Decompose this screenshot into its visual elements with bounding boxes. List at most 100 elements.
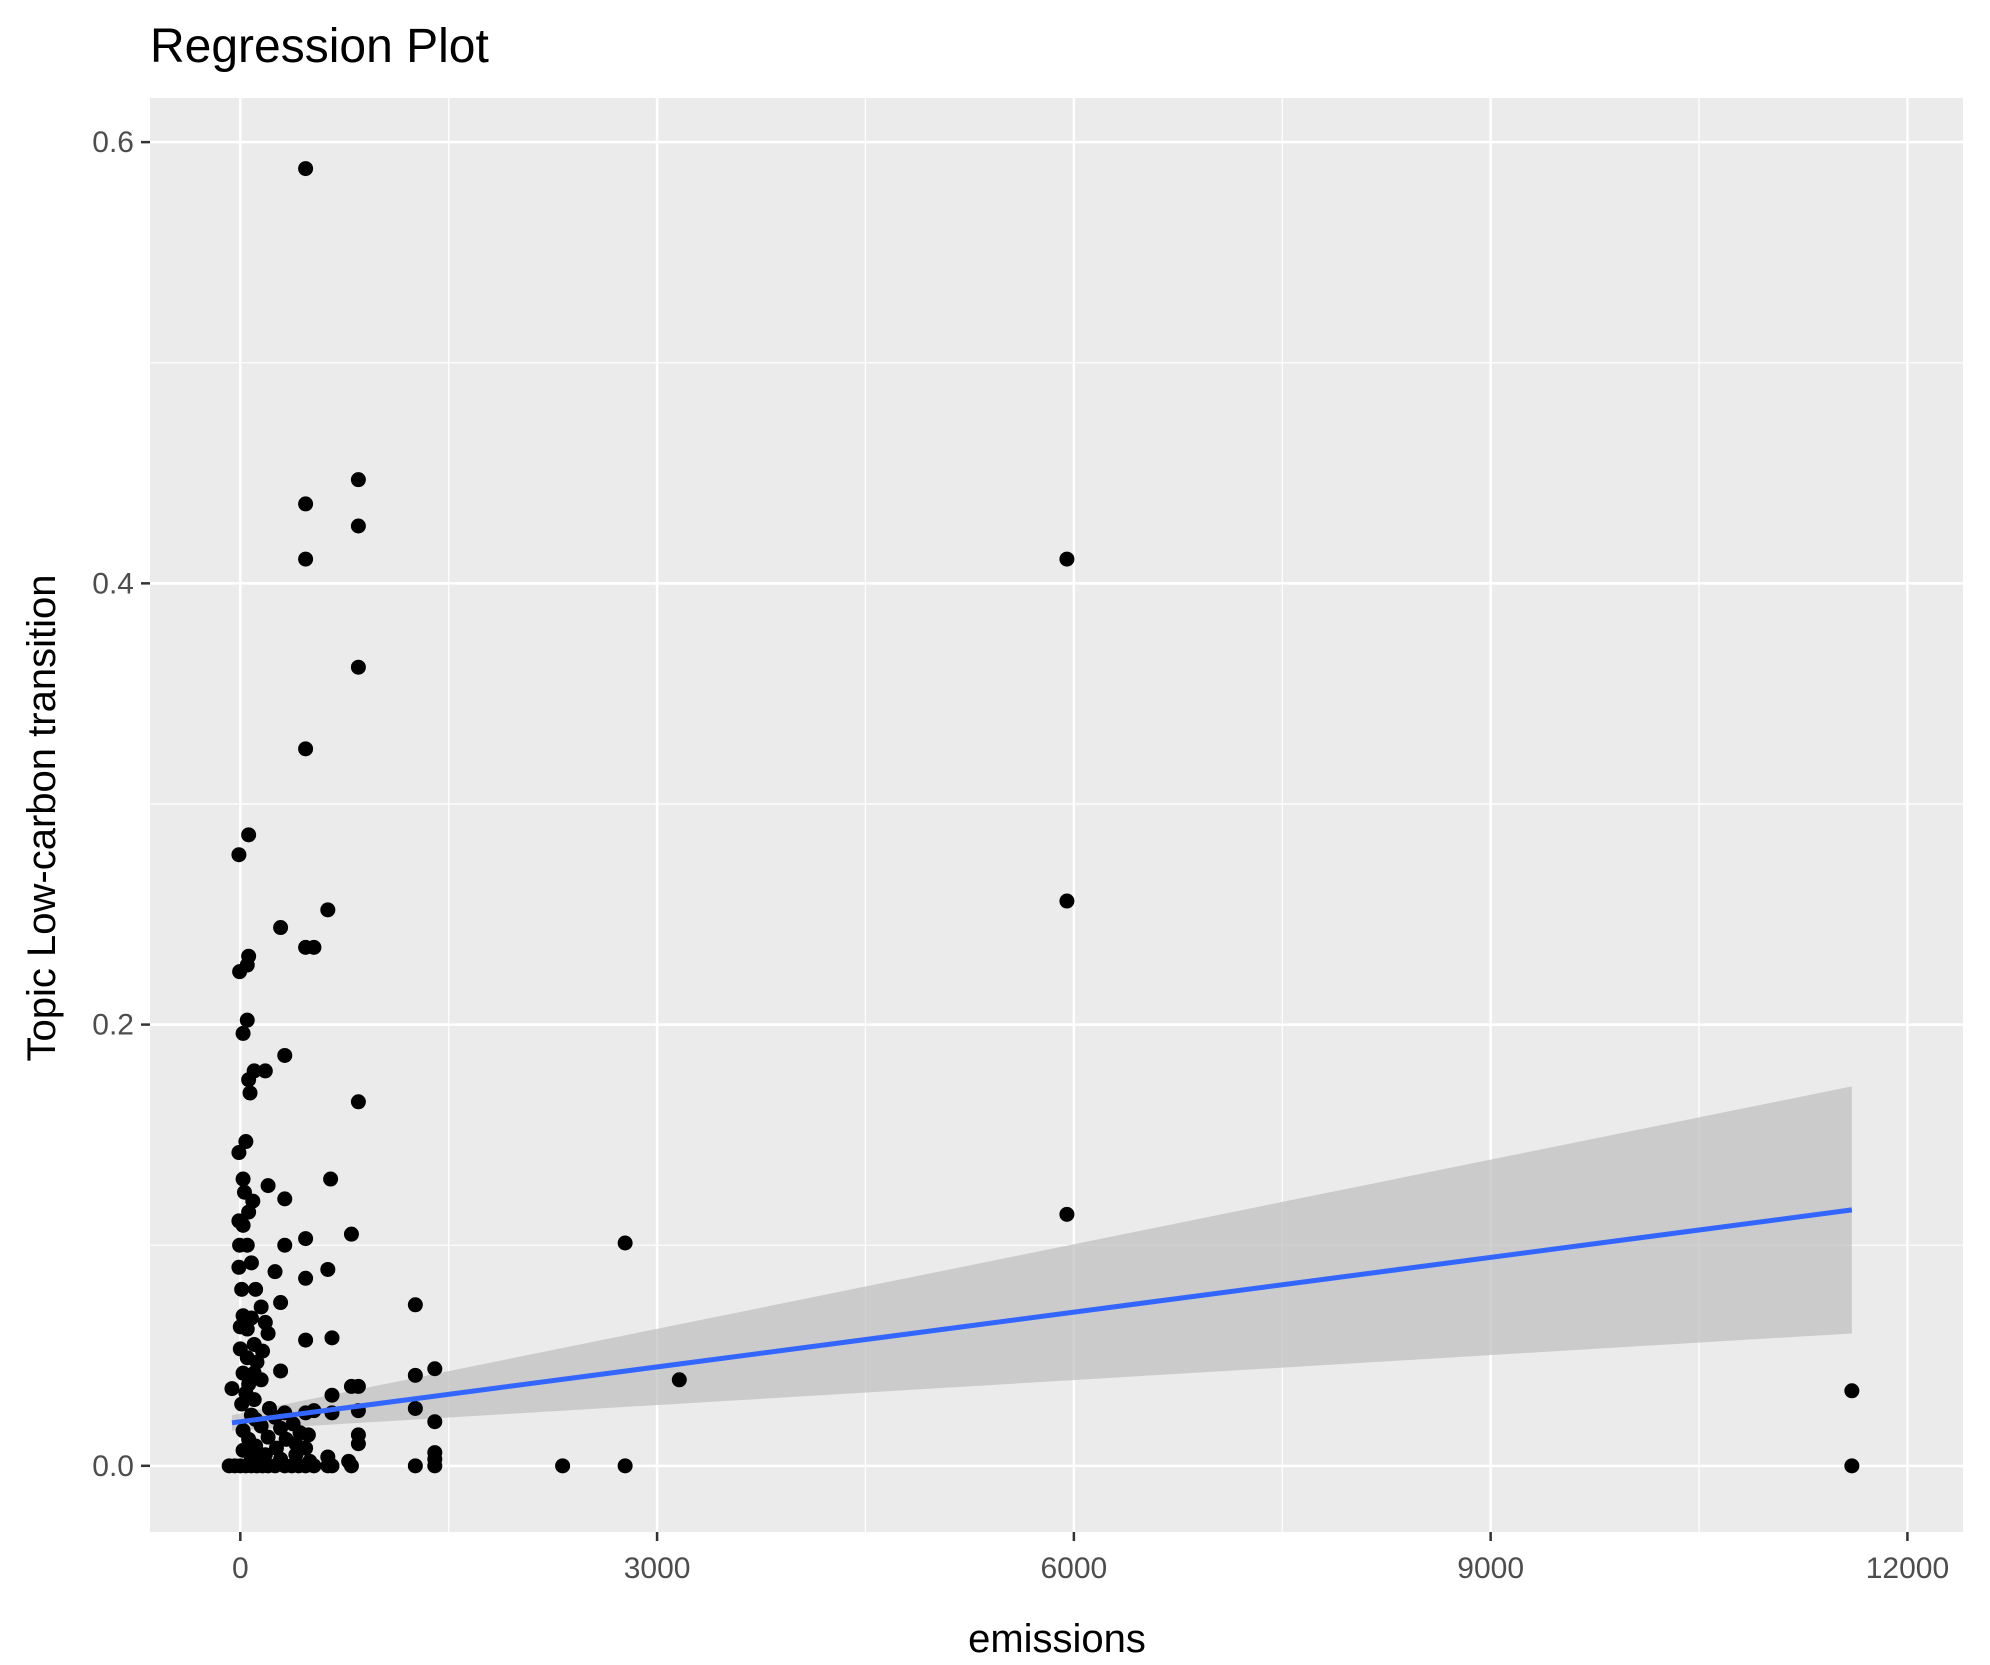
data-point xyxy=(241,1204,257,1220)
data-point xyxy=(350,518,366,534)
data-point xyxy=(298,551,314,567)
data-point xyxy=(617,1235,633,1251)
data-point xyxy=(234,1396,250,1412)
data-point xyxy=(617,1458,633,1474)
y-tick-label: 0.2 xyxy=(92,1009,134,1042)
data-point xyxy=(306,939,322,955)
data-point xyxy=(235,1171,251,1187)
data-point xyxy=(243,1255,259,1271)
y-tick-label: 0.0 xyxy=(92,1450,134,1483)
data-point xyxy=(257,1063,273,1079)
y-tick-label: 0.4 xyxy=(92,567,134,600)
data-point xyxy=(231,847,247,863)
data-point xyxy=(1059,551,1075,567)
data-point xyxy=(298,496,314,512)
data-point xyxy=(235,1217,251,1233)
axis-ticks xyxy=(141,140,1909,1541)
data-point xyxy=(350,472,366,488)
data-point xyxy=(246,1392,262,1408)
data-point xyxy=(277,1237,293,1253)
data-point xyxy=(350,1094,366,1110)
data-point xyxy=(260,1325,276,1341)
confidence-band-layer xyxy=(231,1086,1852,1431)
data-point xyxy=(260,1429,276,1445)
data-point xyxy=(239,1237,255,1253)
data-point xyxy=(232,964,248,980)
data-point xyxy=(267,1264,283,1280)
data-point xyxy=(241,827,257,843)
y-axis-title: Topic Low-carbon transition xyxy=(20,575,64,1062)
data-point xyxy=(1059,893,1075,909)
data-point xyxy=(320,1261,336,1277)
data-point xyxy=(253,1299,269,1315)
data-point xyxy=(241,1072,257,1088)
data-point xyxy=(298,1270,314,1286)
data-point xyxy=(1844,1383,1860,1399)
data-point xyxy=(253,1418,269,1434)
data-point xyxy=(300,1427,316,1443)
minor-gridlines xyxy=(150,98,1963,1532)
data-point xyxy=(239,1321,255,1337)
chart-title: Regression Plot xyxy=(150,20,489,73)
data-point xyxy=(343,1226,359,1242)
regression-line xyxy=(231,1207,1853,1426)
data-point xyxy=(324,1330,340,1346)
data-point xyxy=(277,1191,293,1207)
data-point xyxy=(407,1400,423,1416)
data-point xyxy=(235,1365,251,1381)
data-point xyxy=(407,1297,423,1313)
x-tick-label: 6000 xyxy=(1040,1552,1107,1585)
data-point xyxy=(253,1372,269,1388)
data-point xyxy=(273,1420,289,1436)
data-point xyxy=(273,1363,289,1379)
data-point xyxy=(242,1085,258,1101)
data-point xyxy=(255,1343,271,1359)
data-point xyxy=(224,1381,240,1397)
data-point xyxy=(671,1372,687,1388)
y-tick-label: 0.6 xyxy=(92,126,134,159)
data-point xyxy=(350,659,366,675)
data-point xyxy=(324,1458,340,1474)
confidence-band xyxy=(231,1086,1852,1431)
data-point xyxy=(323,1171,339,1187)
data-point xyxy=(350,1436,366,1452)
data-point xyxy=(277,1047,293,1063)
data-point xyxy=(273,920,289,936)
data-point xyxy=(324,1387,340,1403)
data-point xyxy=(298,1332,314,1348)
data-point xyxy=(248,1281,264,1297)
data-point xyxy=(407,1367,423,1383)
data-point xyxy=(407,1458,423,1474)
data-point xyxy=(427,1414,443,1430)
x-tick-label: 12000 xyxy=(1866,1552,1949,1585)
data-point xyxy=(350,1378,366,1394)
x-tick-label: 0 xyxy=(232,1552,249,1585)
data-point xyxy=(238,1134,254,1150)
data-point xyxy=(234,1281,250,1297)
data-point xyxy=(235,1025,251,1041)
data-point xyxy=(260,1178,276,1194)
data-point xyxy=(1844,1458,1860,1474)
data-point xyxy=(343,1458,359,1474)
y-tick-labels: 0.0 0.2 0.4 0.6 xyxy=(92,126,134,1483)
data-point xyxy=(306,1458,322,1474)
data-point xyxy=(298,161,314,177)
data-point xyxy=(298,1231,314,1247)
x-tick-label: 3000 xyxy=(624,1552,691,1585)
data-point xyxy=(427,1458,443,1474)
data-point xyxy=(231,1145,247,1161)
data-point xyxy=(1059,1206,1075,1222)
data-point xyxy=(273,1295,289,1311)
data-points xyxy=(221,161,1860,1474)
data-point xyxy=(427,1361,443,1377)
data-point xyxy=(555,1458,571,1474)
data-point xyxy=(239,1012,255,1028)
x-axis-title: emissions xyxy=(968,1617,1146,1661)
regression-line-layer xyxy=(231,1207,1853,1426)
data-point xyxy=(231,1259,247,1275)
data-point xyxy=(298,741,314,757)
x-tick-labels: 0 3000 6000 9000 12000 xyxy=(232,1552,1949,1585)
data-point xyxy=(320,902,336,918)
x-tick-label: 9000 xyxy=(1457,1552,1524,1585)
